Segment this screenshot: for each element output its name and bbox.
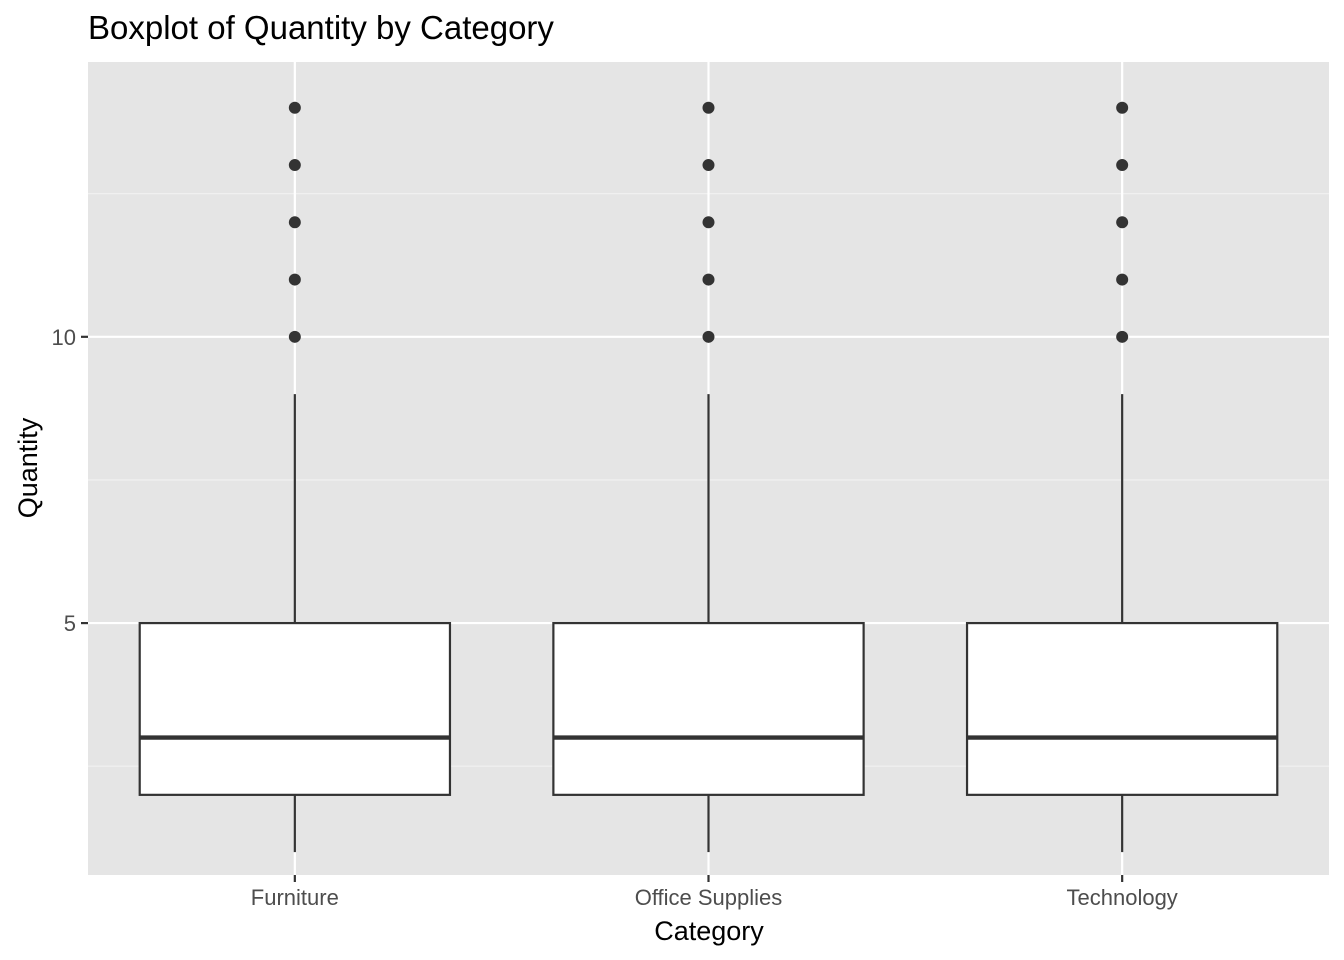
outlier-point: [288, 330, 301, 343]
box-technology: [965, 101, 1279, 853]
chart-title: Boxplot of Quantity by Category: [88, 9, 554, 46]
outlier-point: [1116, 101, 1129, 114]
outlier-point: [702, 101, 715, 114]
box-iqr: [138, 621, 452, 796]
outlier-point: [702, 273, 715, 286]
box-series: [138, 101, 1279, 853]
y-tick-label: 10: [52, 325, 76, 350]
y-tick-label: 5: [64, 611, 76, 636]
x-tick-label: Furniture: [251, 885, 339, 910]
outlier-point: [288, 101, 301, 114]
outlier-point: [702, 159, 715, 172]
box-iqr: [965, 621, 1279, 796]
outlier-point: [1116, 330, 1129, 343]
outlier-point: [702, 216, 715, 229]
outlier-point: [1116, 216, 1129, 229]
box-iqr: [552, 621, 865, 796]
y-axis-title: Quantity: [13, 417, 43, 518]
x-axis: Furniture Office Supplies Technology: [251, 875, 1178, 910]
outlier-point: [702, 330, 715, 343]
outlier-point: [288, 273, 301, 286]
x-axis-title: Category: [654, 916, 764, 946]
outlier-point: [1116, 159, 1129, 172]
outlier-point: [1116, 273, 1129, 286]
x-tick-label: Office Supplies: [635, 885, 783, 910]
box-furniture: [138, 101, 452, 853]
box-office-supplies: [552, 101, 865, 853]
outlier-point: [288, 216, 301, 229]
outlier-point: [288, 159, 301, 172]
x-tick-label: Technology: [1067, 885, 1178, 910]
y-axis: 5 10: [52, 325, 88, 636]
